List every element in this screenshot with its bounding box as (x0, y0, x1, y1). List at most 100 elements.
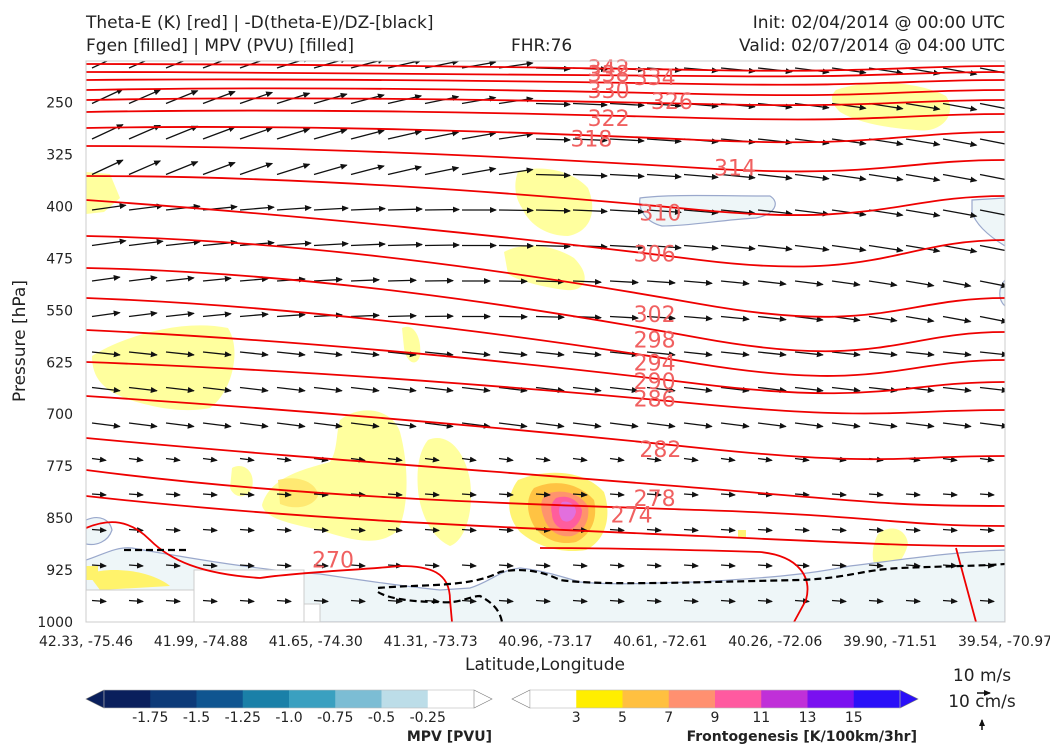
wind-vector (905, 422, 935, 429)
wind-vector (868, 315, 898, 323)
wind-vector (720, 422, 750, 429)
wind-vector (276, 240, 312, 247)
wind-vector (498, 598, 514, 605)
wind-vector (683, 562, 699, 569)
fill-area (417, 437, 472, 546)
wind-vector (794, 315, 824, 323)
wind-vector (646, 208, 682, 215)
wind-vector (535, 243, 571, 250)
wind-vector (942, 386, 972, 394)
wind-vector (572, 422, 602, 429)
wind-vector (424, 527, 440, 534)
wind-vector (868, 422, 898, 429)
fill-area (515, 168, 593, 236)
wind-vector (942, 598, 958, 605)
wind-vector (535, 422, 565, 429)
wind-vector (276, 205, 312, 212)
y-tick-label: 400 (46, 199, 73, 215)
wind-vector (239, 527, 255, 534)
wind-vector (831, 598, 847, 605)
wind-vector (757, 280, 787, 287)
fill-area (230, 466, 253, 497)
wind-vector (535, 101, 571, 108)
wind-vector (794, 386, 824, 394)
colorbar-tick-label: 9 (711, 710, 720, 726)
wind-vector (276, 351, 306, 358)
colorbar-tick-label: -0.25 (410, 710, 446, 726)
wind-vector (868, 527, 884, 534)
wind-vector (979, 351, 1005, 358)
x-axis-ticks: 42.33, -75.46 41.99, -74.88 41.65, -74.30 4… (39, 634, 1050, 650)
wind-vector (350, 351, 380, 358)
x-tick-label: 41.99, -74.88 (154, 634, 248, 650)
x-tick-label: 39.90, -71.51 (843, 634, 937, 650)
wind-vector (720, 491, 736, 498)
wind-vector (350, 491, 366, 498)
wind-vector (91, 456, 107, 463)
wind-vector (535, 598, 551, 605)
wind-vector (91, 527, 107, 534)
wind-vector (350, 312, 380, 319)
colorbar-swatch (104, 690, 151, 708)
wind-vector (461, 422, 491, 429)
wind-vector (276, 127, 311, 140)
wind-vector (942, 173, 978, 183)
wind-vector (683, 527, 699, 534)
wind-vector (424, 422, 454, 429)
wind-vector (535, 491, 551, 498)
wind-vector (831, 386, 861, 394)
wind-vector (424, 351, 454, 358)
theta-e-label: 294 (634, 351, 676, 376)
wind-vector (942, 209, 978, 219)
wind-vector (720, 562, 736, 569)
fill-area (86, 172, 120, 214)
wind-vector (202, 386, 232, 394)
wind-vector (498, 131, 534, 140)
wind-vector (979, 244, 1005, 252)
x-tick-label: 41.65, -74.30 (269, 634, 363, 650)
wind-vector (831, 422, 861, 429)
stability-contour-line (377, 562, 1005, 590)
colorbar-swatch (668, 690, 716, 708)
fill-area (86, 547, 1005, 622)
wind-vector (350, 562, 366, 569)
wind-vector (387, 598, 403, 605)
theta-e-contour (86, 235, 1005, 318)
theta-e-contour (86, 199, 1005, 268)
wind-vector (387, 527, 403, 534)
x-tick-label: 40.96, -73.17 (498, 634, 592, 650)
wind-vector (572, 491, 588, 498)
wind-vector (868, 244, 904, 253)
wind-vector (572, 386, 602, 394)
stability-contour (124, 548, 1005, 622)
wind-vector (313, 422, 343, 429)
wind-vector (646, 527, 662, 534)
wind-vector (350, 129, 385, 140)
wind-vector (350, 527, 366, 534)
wind-vector (91, 422, 121, 429)
wind-vector (646, 279, 676, 286)
theta-e-label: 326 (651, 90, 693, 115)
wind-vector (387, 61, 423, 69)
fill-area (262, 410, 407, 541)
wind-vector (91, 159, 124, 176)
theta-e-contours (86, 63, 1005, 622)
wind-vector (609, 279, 639, 286)
wind-vector (535, 314, 565, 321)
title-left-line1: Theta-E (K) [red] | -D(theta-E)/DZ-[blac… (86, 13, 434, 33)
wind-vector (609, 562, 625, 569)
wind-vector (387, 206, 423, 213)
wind-vector (683, 386, 713, 394)
y-axis-ticks: 250 325 400 475 550 625 700 775 850 925 1000 (37, 96, 73, 631)
wind-vector (535, 456, 551, 463)
wind-vector (91, 88, 124, 105)
wind-vector (942, 315, 972, 324)
wind-vector (276, 422, 306, 429)
terrain-block (86, 589, 195, 622)
wind-vector (942, 491, 958, 498)
wind-vector (905, 244, 941, 254)
theta-e-contour (86, 329, 1005, 395)
wind-vector (979, 102, 1005, 110)
wind-vector (276, 527, 292, 534)
wind-vector (794, 280, 824, 287)
